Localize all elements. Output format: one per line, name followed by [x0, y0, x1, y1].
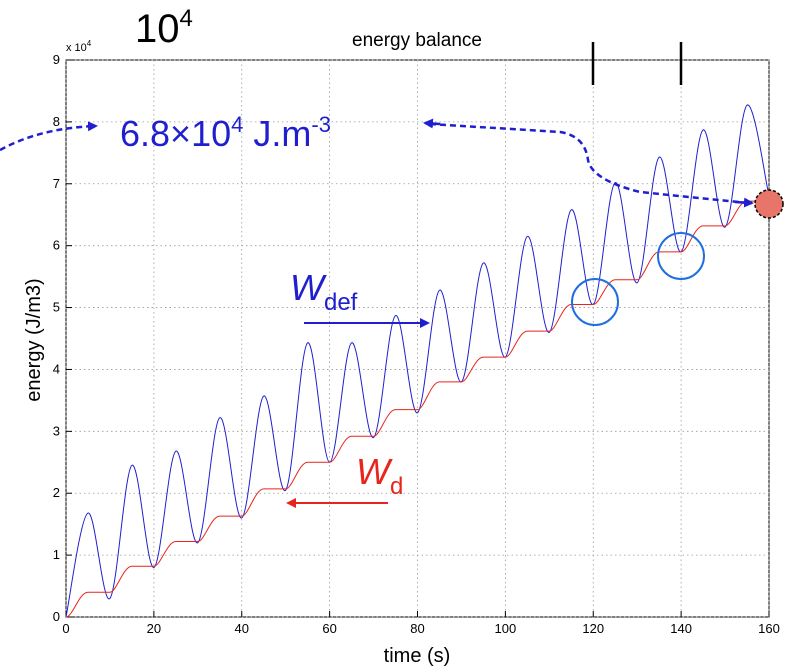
- y-tick-label: 6: [53, 238, 60, 253]
- x-tick-label: 100: [495, 621, 517, 636]
- value-label-exp: 4: [231, 112, 243, 137]
- y-multiplier-base: x 10: [66, 42, 87, 54]
- y-tick-label: 4: [53, 361, 60, 376]
- value-annotation: 6.8×104 J.m-3: [120, 112, 331, 154]
- y-axis-label: energy (J/m3): [23, 278, 45, 401]
- dashed-arrow-marker-head: [734, 197, 754, 208]
- series-line-wdef: [65, 104, 770, 618]
- series-lines: [65, 104, 770, 618]
- y-tick-label: 0: [53, 609, 60, 624]
- wd-label: Wd: [356, 451, 403, 500]
- y-tick-label: 2: [53, 485, 60, 500]
- y-multiplier: x 104: [66, 39, 92, 54]
- wd-label-main: W: [356, 451, 393, 492]
- y-multiplier-exp: 4: [87, 39, 92, 48]
- y-tick-label: 9: [53, 52, 60, 67]
- y-tick-label: 1: [53, 547, 60, 562]
- dashed-arrow-right-head: [423, 118, 441, 129]
- x-tick-label: 80: [410, 621, 424, 636]
- value-label-main: 6.8×10: [120, 113, 231, 154]
- value-label-unit: J.m: [243, 113, 311, 154]
- wdef-label-main: W: [290, 267, 327, 308]
- wdef-label: Wdef: [290, 267, 358, 316]
- x-tick-label: 140: [670, 621, 692, 636]
- series-line-wd: [65, 200, 769, 618]
- x-tick-label: 20: [147, 621, 161, 636]
- dashed-arrow-right-curve: [429, 122, 749, 205]
- x-ticks: 0 20 40 60 80 100 120 140 160: [62, 611, 780, 636]
- x-tick-label: 120: [582, 621, 604, 636]
- x-tick-label: 160: [758, 621, 780, 636]
- big-label-base: 10: [135, 7, 180, 51]
- x-axis-label: time (s): [384, 645, 451, 667]
- chart-title: energy balance: [352, 30, 482, 51]
- big-label-exp: 4: [180, 5, 193, 32]
- highlight-circle-140: [657, 232, 705, 280]
- y-tick-label: 5: [53, 300, 60, 315]
- x-tick-label: 40: [235, 621, 249, 636]
- y-tick-label: 8: [53, 114, 60, 129]
- y-tick-label: 7: [53, 176, 60, 191]
- y-ticks: 0 1 2 3 4 5 6 7 8 9: [53, 52, 72, 624]
- wdef-label-sub: def: [324, 289, 358, 316]
- end-point-marker: [754, 189, 784, 219]
- big-exponent-label: 104: [135, 5, 193, 51]
- value-label-unit-exp: -3: [311, 112, 331, 137]
- x-tick-label: 0: [62, 621, 69, 636]
- y-tick-label: 3: [53, 423, 60, 438]
- x-tick-label: 60: [322, 621, 336, 636]
- wd-label-sub: d: [390, 473, 403, 500]
- highlight-circle-120: [571, 278, 619, 326]
- grid-lines: [65, 59, 770, 618]
